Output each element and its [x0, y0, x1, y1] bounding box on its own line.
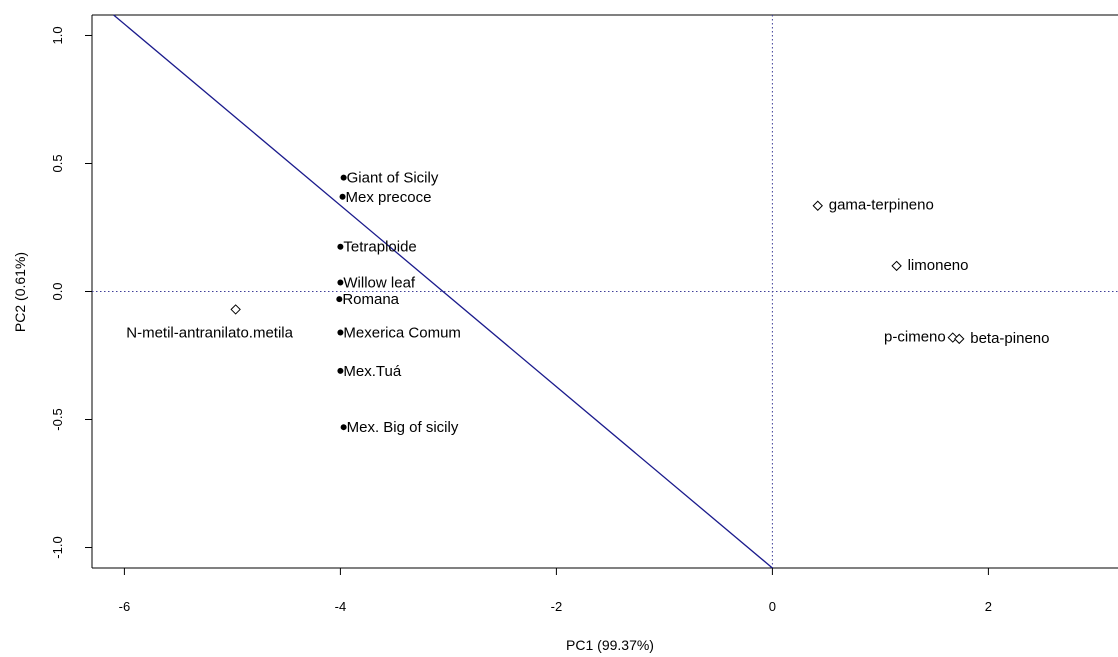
- x-tick-label: -4: [335, 599, 347, 614]
- sample-label: Mex.Tuá: [343, 363, 401, 380]
- sample-point: [340, 174, 347, 181]
- sample-label: Romana: [342, 291, 399, 308]
- sample-point: [340, 424, 347, 431]
- y-axis-title: PC2 (0.61%): [12, 252, 28, 332]
- sample-point: [337, 243, 344, 250]
- sample-label: Mex precoce: [346, 189, 432, 206]
- x-tick-label: 0: [769, 599, 776, 614]
- sample-points: Giant of Sicily Mex precoce Tetraploide Wil…: [336, 170, 461, 436]
- y-tick-label: 1.0: [50, 26, 65, 44]
- axes: -6 -4 -2 0 2 -1.0 -0.5 0.0 0.5 1.0: [50, 14, 1118, 614]
- x-tick-label: -6: [119, 599, 131, 614]
- sample-label: Mex. Big of sicily: [347, 419, 459, 436]
- y-tick-label: 0.0: [50, 282, 65, 300]
- diagonal-line: [113, 14, 773, 569]
- x-tick-label: -2: [551, 599, 563, 614]
- sample-point: [337, 329, 344, 336]
- sample-point: [339, 193, 346, 200]
- variable-points: N-metil-antranilato.metila gama-terpineno…: [126, 197, 1049, 347]
- reference-lines: [92, 14, 1118, 569]
- y-tick-label: 0.5: [50, 154, 65, 172]
- variable-point: [954, 333, 965, 345]
- x-axis-title: PC1 (99.37%): [566, 637, 654, 653]
- y-tick-label: -0.5: [50, 408, 65, 430]
- sample-point: [336, 296, 343, 303]
- sample-label: Willow leaf: [343, 275, 416, 292]
- y-tick-label: -1.0: [50, 536, 65, 558]
- x-tick-label: 2: [985, 599, 992, 614]
- variable-label: N-metil-antranilato.metila: [126, 324, 293, 341]
- variable-point: [812, 200, 823, 211]
- variable-label: gama-terpineno: [829, 197, 934, 214]
- variable-point: [891, 260, 902, 272]
- variable-label: limoneno: [908, 257, 969, 274]
- variable-label: beta-pineno: [970, 330, 1049, 347]
- sample-label: Giant of Sicily: [347, 170, 439, 187]
- sample-point: [337, 279, 344, 286]
- sample-label: Tetraploide: [343, 239, 416, 256]
- sample-point: [337, 367, 344, 374]
- variable-point: [230, 304, 241, 315]
- sample-label: Mexerica Comum: [343, 324, 461, 341]
- variable-label: p-cimeno: [884, 329, 946, 346]
